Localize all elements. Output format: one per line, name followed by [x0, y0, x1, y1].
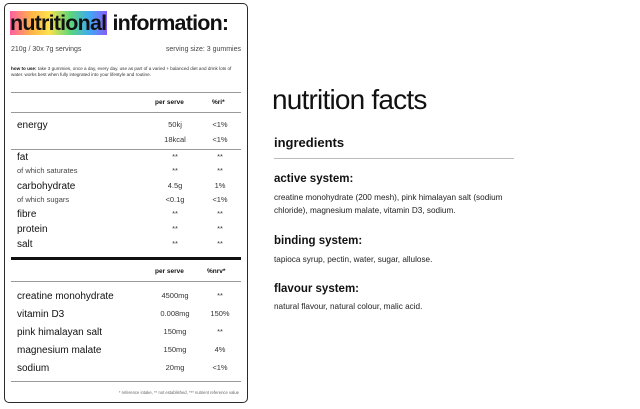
table-row-fat: fat ** ** [5, 152, 247, 165]
flavour-system-heading: flavour system: [274, 283, 360, 295]
active-system-text: creatine monohydrate (200 mesh), pink hi… [274, 193, 503, 215]
row-ri: <1% [212, 120, 228, 129]
label-title-highlight: nutritional [10, 11, 108, 35]
row-name: of which sugars [17, 195, 70, 204]
table-row: pink himalayan salt 150mg ** [5, 327, 247, 340]
row-value: 20mg [165, 363, 185, 372]
row-nrv: 4% [214, 345, 226, 354]
row-value-kcal: 18kcal [164, 135, 186, 144]
how-to-use-text: take 3 gummies, once a day, every day. u… [11, 66, 232, 78]
row-value: ** [172, 152, 178, 161]
table-row: vitamin D3 0.008mg 150% [5, 309, 247, 322]
row-ri: 1% [214, 181, 226, 190]
row-ri: ** [217, 166, 223, 175]
row-value: 150mg [163, 327, 187, 336]
ingredients-heading: ingredients [274, 135, 345, 150]
table2-col-per-serve: per serve [155, 268, 184, 275]
row-name: creatine monohydrate [17, 291, 114, 302]
ingredients-divider [274, 158, 514, 159]
table-row-fibre: fibre ** ** [5, 209, 247, 222]
row-name: sodium [17, 363, 50, 374]
table-row: creatine monohydrate 4500mg ** [5, 291, 247, 304]
label-title: nutritional information: [10, 8, 229, 38]
thick-divider [11, 257, 241, 260]
active-system-heading: active system: [274, 173, 354, 185]
row-nrv: <1% [212, 363, 228, 372]
row-ri: ** [217, 239, 223, 248]
row-ri: <1% [212, 195, 228, 204]
row-value: ** [172, 239, 178, 248]
row-ri: ** [217, 152, 223, 161]
flavour-system-text: natural flavour, natural colour, malic a… [274, 302, 423, 311]
row-ri: ** [217, 224, 223, 233]
divider [11, 112, 241, 113]
servings-text: 210g / 30x 7g servings [11, 46, 82, 53]
table-row-salt: salt ** ** [5, 239, 247, 252]
row-nrv: ** [217, 291, 223, 300]
nutrition-facts-title: nutrition facts [272, 84, 427, 115]
table-row-energy-kcal: 18kcal <1% [5, 135, 247, 148]
row-name: magnesium malate [17, 345, 102, 356]
servings-row: 210g / 30x 7g servings serving size: 3 g… [11, 46, 241, 53]
row-ri: ** [217, 209, 223, 218]
row-value: ** [172, 166, 178, 175]
row-nrv: 150% [210, 309, 230, 318]
row-value: 4.5g [167, 181, 183, 190]
row-name: energy [17, 120, 48, 131]
row-name: protein [17, 224, 48, 235]
row-nrv: ** [217, 327, 223, 336]
table-row: magnesium malate 150mg 4% [5, 345, 247, 358]
row-name: of which saturates [17, 166, 78, 175]
table-row-energy: energy 50kj <1% [5, 120, 247, 133]
row-value: 0.008mg [160, 309, 190, 318]
table-row-sugars: of which sugars <0.1g <1% [5, 195, 247, 208]
table2-col-nrv: %nrv* [207, 268, 226, 275]
divider [11, 92, 241, 93]
binding-system-text: tapioca syrup, pectin, water, sugar, all… [274, 255, 433, 264]
binding-system-heading: binding system: [274, 235, 363, 247]
nutrition-label-panel: nutritional information: 210g / 30x 7g s… [4, 3, 248, 403]
row-name: pink himalayan salt [17, 327, 103, 338]
row-value-kj: 50kj [168, 120, 182, 129]
row-ri: <1% [212, 135, 228, 144]
serving-size-text: serving size: 3 gummies [165, 46, 241, 53]
footnote: * reference intake, ** not established, … [118, 390, 239, 395]
row-value: <0.1g [165, 195, 185, 204]
label-title-rest: information: [107, 11, 229, 35]
divider [11, 149, 241, 150]
row-value: ** [172, 209, 178, 218]
table-row-carbohydrate: carbohydrate 4.5g 1% [5, 181, 247, 194]
table1-col-per-serve: per serve [155, 99, 184, 106]
row-name: fibre [17, 209, 37, 220]
row-value: 4500mg [161, 291, 189, 300]
table-row-saturates: of which saturates ** ** [5, 166, 247, 179]
row-name: salt [17, 239, 33, 250]
table-row-protein: protein ** ** [5, 224, 247, 237]
table-row: sodium 20mg <1% [5, 363, 247, 376]
table1-col-ri: %ri* [212, 99, 225, 106]
how-to-use-label: how to use: [11, 66, 37, 71]
row-name: carbohydrate [17, 181, 76, 192]
row-name: vitamin D3 [17, 309, 65, 320]
divider [11, 281, 241, 282]
row-value: ** [172, 224, 178, 233]
how-to-use: how to use: take 3 gummies, once a day, … [11, 66, 239, 79]
row-name: fat [17, 152, 29, 163]
divider [11, 381, 241, 382]
row-value: 150mg [163, 345, 187, 354]
